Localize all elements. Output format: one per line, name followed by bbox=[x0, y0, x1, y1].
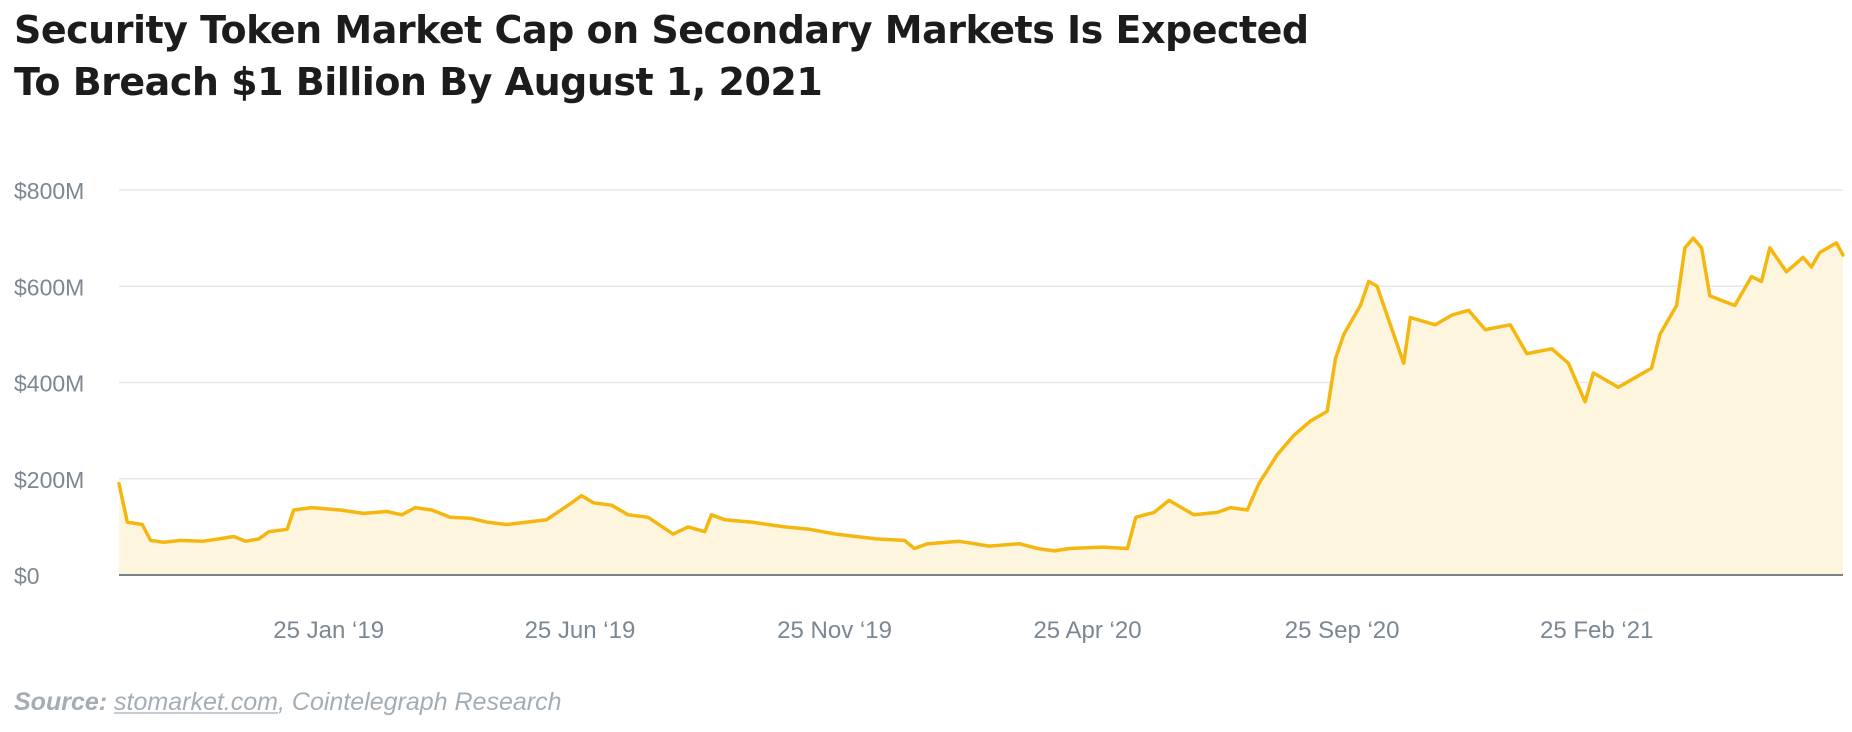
chart-title: Security Token Market Cap on Secondary M… bbox=[14, 4, 1414, 108]
source-note: Source: stomarket.com, Cointelegraph Res… bbox=[14, 688, 562, 717]
source-separator: , bbox=[277, 688, 285, 716]
y-tick-label: $0 bbox=[14, 563, 40, 589]
chart-title-line-2: To Breach $1 Billion By August 1, 2021 bbox=[14, 60, 823, 104]
x-tick-label: 25 Nov ‘19 bbox=[777, 617, 892, 644]
x-tick-label: 25 Apr ‘20 bbox=[1033, 617, 1141, 644]
y-tick-label: $200M bbox=[14, 467, 84, 493]
x-tick-label: 25 Jun ‘19 bbox=[525, 617, 636, 644]
source-rest: Cointelegraph Research bbox=[291, 688, 562, 716]
x-tick-label: 25 Sep ‘20 bbox=[1285, 617, 1400, 644]
market-cap-line bbox=[117, 236, 1845, 553]
area-fill bbox=[119, 238, 1843, 575]
x-tick-label: 25 Feb ‘21 bbox=[1540, 617, 1653, 644]
y-tick-label: $800M bbox=[14, 178, 84, 204]
x-tick-label: 25 Jan ‘19 bbox=[273, 617, 384, 644]
y-tick-label: $600M bbox=[14, 274, 84, 300]
market-cap-chart: $0 $200M $400M $600M $800M 25 Jan ‘19 25 Jun ‘… bbox=[14, 178, 1845, 644]
y-tick-label: $400M bbox=[14, 371, 84, 397]
chart-title-line-1: Security Token Market Cap on Secondary M… bbox=[14, 8, 1309, 52]
source-link[interactable]: stomarket.com bbox=[114, 688, 278, 716]
source-label: Source: bbox=[14, 688, 108, 716]
